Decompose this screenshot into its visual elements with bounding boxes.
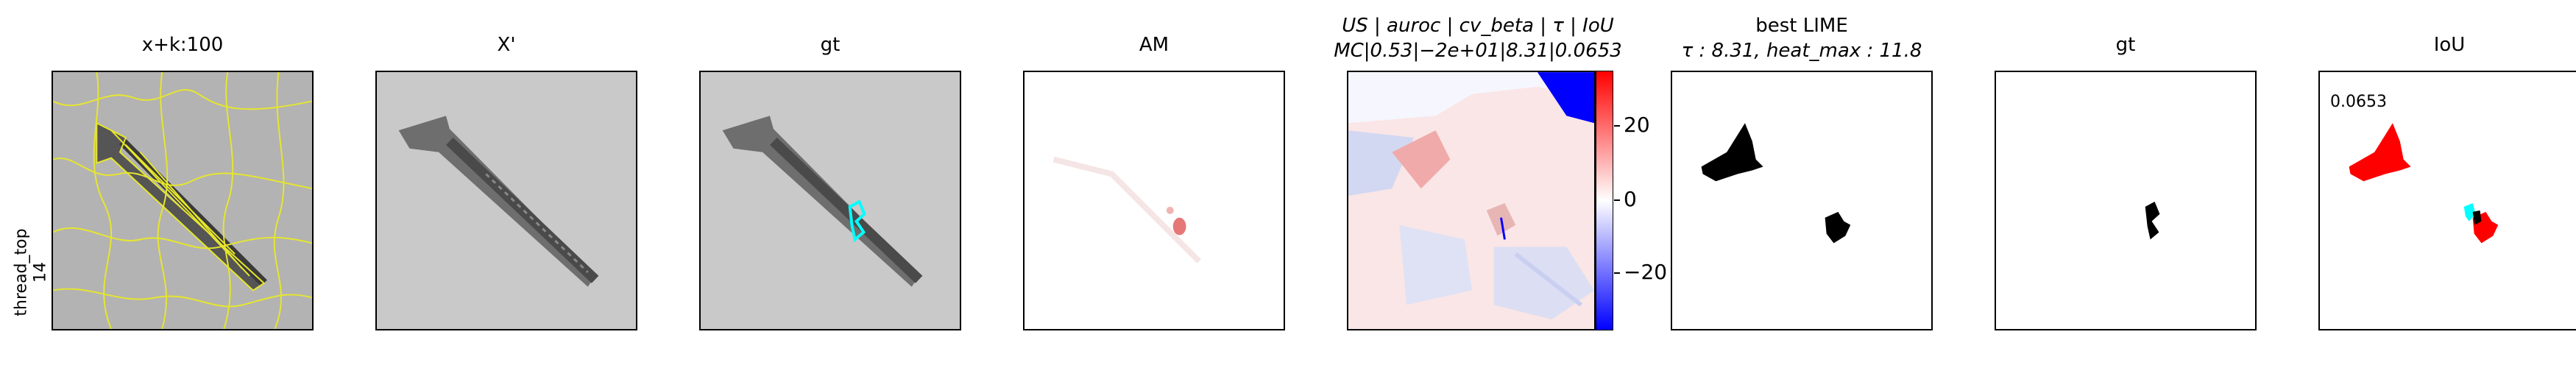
screw-shape	[398, 116, 599, 287]
row-label-class: thread_top	[13, 228, 32, 316]
panel-iou: IoU 0.0653	[2318, 34, 2576, 330]
panel-title: gt	[820, 34, 841, 56]
superpixel-boundaries	[53, 72, 312, 329]
gt-mask-image	[1995, 71, 2257, 330]
panel-gt-overlay: gt	[699, 34, 961, 330]
row-label-index: 14	[32, 262, 51, 283]
panel-title: X'	[497, 34, 516, 56]
iou-intersection	[2472, 210, 2482, 225]
colorbar-tick	[1614, 199, 1620, 201]
lime-mask-image	[1671, 71, 1933, 330]
colorbar	[1596, 71, 1613, 330]
lime-mask-blob	[1701, 123, 1763, 182]
gt-defect-outline	[848, 199, 866, 242]
panel-best-lime: best LIME τ : 8.31, heat_max : 11.8	[1671, 15, 1933, 330]
colorbar-tick	[1614, 125, 1620, 127]
panel-am: AM	[1023, 34, 1285, 330]
iou-false-negative	[2463, 202, 2476, 222]
colorbar-tick-label: 20	[1624, 113, 1650, 137]
panel-title-line2: MC|0.53|−2e+01|8.31|0.0653	[1334, 40, 1622, 62]
gt-mask-blob	[2145, 201, 2160, 240]
panel-title: AM	[1139, 34, 1170, 56]
panel-title: gt	[2115, 34, 2136, 56]
panel-title: x+k:100	[141, 34, 224, 56]
input-image	[375, 71, 637, 330]
panel-gt-mask: gt	[1995, 34, 2257, 330]
colorbar-tick-label: 0	[1624, 187, 1637, 211]
lime-mask-blob	[1825, 211, 1851, 244]
colorbar-tick-label: −20	[1624, 260, 1668, 284]
panel-input: X'	[375, 34, 637, 330]
iou-image: 0.0653	[2318, 71, 2576, 330]
am-hotspot	[1172, 217, 1186, 236]
us-heatmap-image	[1347, 71, 1596, 330]
iou-false-positive	[2349, 123, 2411, 182]
panel-title-line1: US | auroc | cv_beta | τ | IoU	[1342, 15, 1614, 37]
panel-title-line1: best LIME	[1755, 15, 1848, 37]
panel-superpixels: x+k:100	[52, 34, 314, 330]
row-label: thread_top 14	[6, 221, 57, 324]
colorbar-tick	[1614, 272, 1620, 274]
panel-title: IoU	[2433, 34, 2466, 56]
superpixel-image	[52, 71, 314, 330]
am-image	[1023, 71, 1285, 330]
panel-title-line2: τ : 8.31, heat_max : 11.8	[1681, 40, 1922, 62]
iou-value-annotation: 0.0653	[2330, 93, 2387, 111]
panel-us-heatmap: US | auroc | cv_beta | τ | IoU MC|0.53|−…	[1334, 15, 1622, 330]
gt-overlay-image	[699, 71, 961, 330]
screw-shape	[722, 116, 923, 287]
